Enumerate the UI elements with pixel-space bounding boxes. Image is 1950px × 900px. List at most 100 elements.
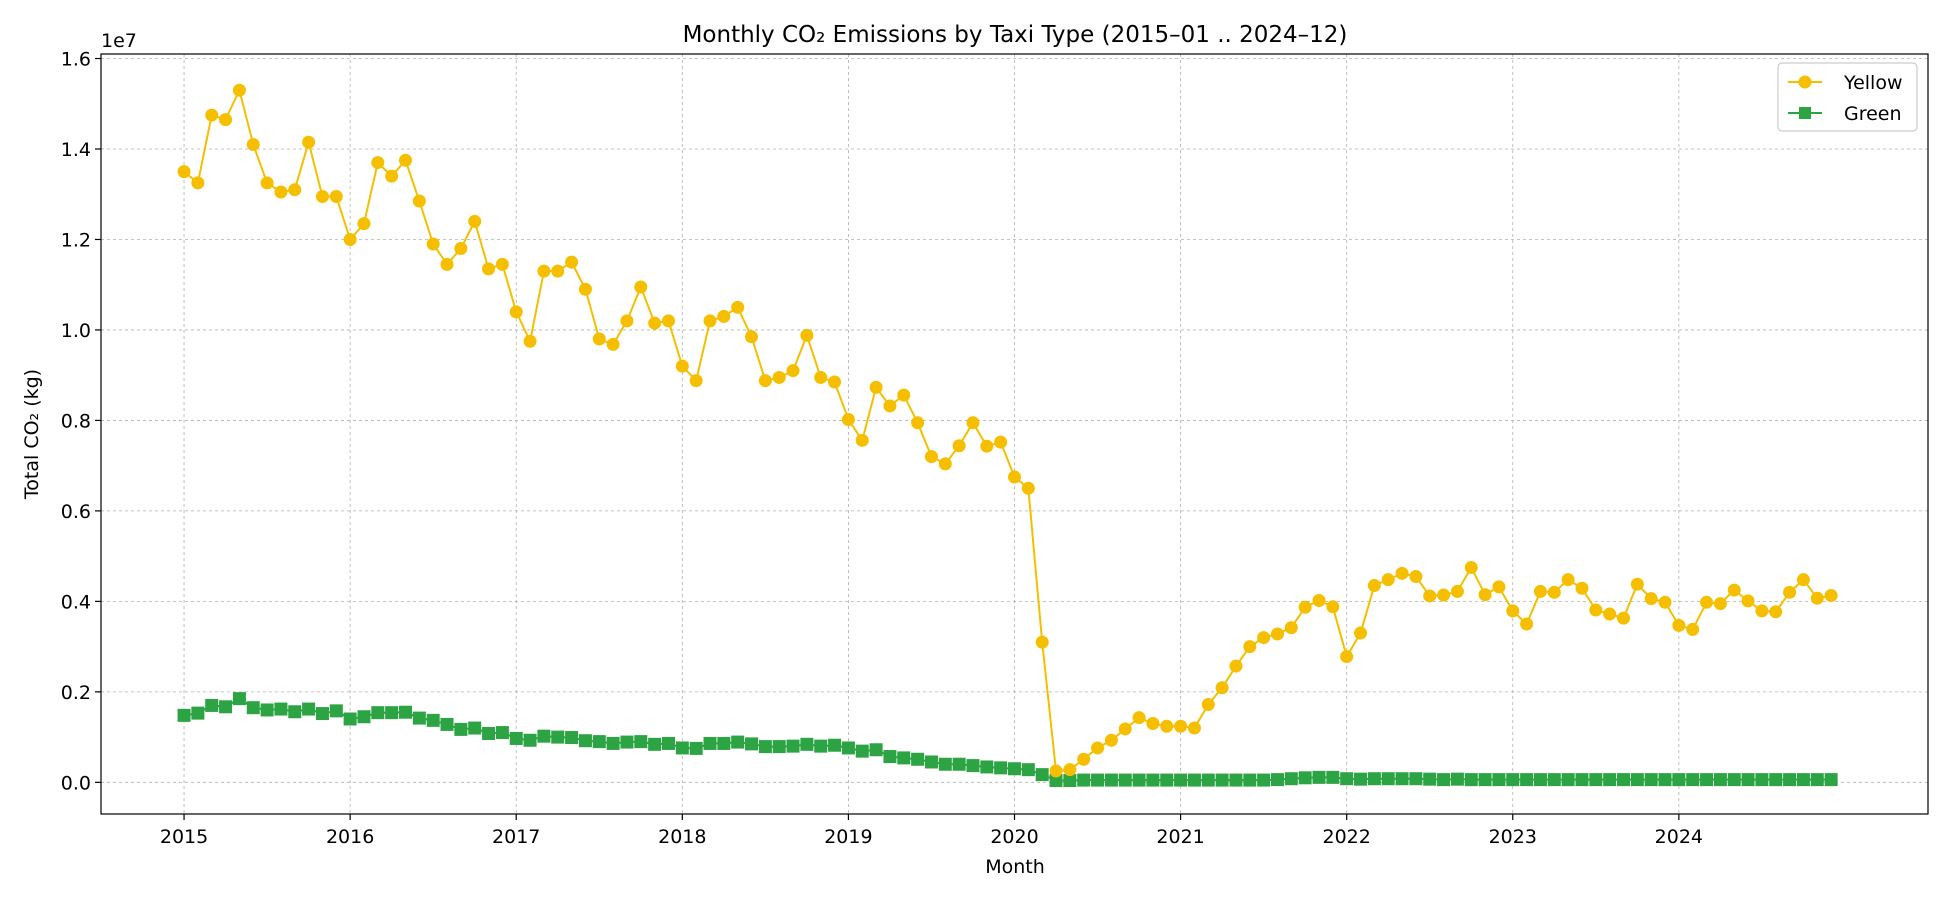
data-point-green [232, 692, 246, 706]
data-point-yellow [703, 314, 717, 328]
data-point-yellow [219, 113, 233, 127]
data-point-green [592, 735, 606, 749]
data-point-yellow [565, 255, 579, 269]
data-point-yellow [399, 153, 412, 167]
y-tick-label: 0.0 [61, 772, 91, 794]
data-point-yellow [841, 413, 855, 427]
data-point-yellow [1257, 631, 1271, 645]
data-point-yellow [911, 416, 925, 430]
data-point-green [1104, 773, 1118, 787]
data-point-yellow [634, 280, 648, 294]
data-point-green [966, 759, 980, 773]
data-point-green [911, 752, 925, 766]
data-point-yellow [1104, 733, 1118, 747]
data-point-green [786, 739, 800, 753]
x-axis: 2015 2016 2017 2018 2019 2020 2021 2022 2023 2024 [160, 814, 1703, 848]
y-tick-label: 0.4 [61, 591, 91, 613]
data-point-green [1049, 774, 1063, 788]
data-point-green [1464, 773, 1478, 787]
y-offset-label: 1e7 [101, 30, 137, 52]
legend-yellow-label: Yellow [1843, 72, 1903, 94]
data-point-yellow [800, 328, 814, 342]
data-point-yellow [1769, 605, 1783, 619]
data-point-green [620, 735, 634, 749]
data-point-green [1021, 763, 1035, 777]
data-point-yellow [786, 364, 800, 378]
data-point-green [1437, 773, 1451, 787]
data-point-yellow [1686, 622, 1700, 636]
data-point-yellow [1603, 607, 1617, 621]
data-point-green [855, 744, 869, 758]
data-point-yellow [1270, 627, 1284, 641]
data-point-green [1312, 770, 1326, 784]
data-point-green [980, 760, 994, 774]
data-point-green [1575, 773, 1589, 787]
data-point-green [578, 734, 592, 748]
data-point-yellow [1174, 719, 1188, 733]
data-point-green [689, 741, 703, 755]
data-point-yellow [1146, 717, 1160, 731]
y-axis: 0.0 0.2 0.4 0.6 0.8 1.0 1.2 1.4 1.6 [61, 49, 101, 794]
data-point-yellow [952, 439, 966, 453]
data-point-yellow [675, 359, 689, 373]
data-point-green [731, 735, 745, 749]
data-point-yellow [426, 237, 440, 251]
data-point-yellow [205, 108, 219, 122]
legend-yellow-marker [1798, 75, 1812, 89]
data-point-green [1810, 773, 1824, 787]
data-point-green [1284, 772, 1298, 786]
x-tick-label: 2017 [492, 826, 540, 848]
data-point-green [1367, 772, 1381, 786]
data-point-yellow [357, 217, 371, 231]
data-point-yellow [1658, 595, 1672, 609]
data-point-green [1146, 773, 1160, 787]
data-point-yellow [329, 190, 343, 203]
x-tick-label: 2020 [990, 826, 1038, 848]
data-point-yellow [869, 380, 883, 394]
data-point-green [717, 736, 731, 750]
data-point-yellow [1160, 719, 1174, 733]
data-point-yellow [578, 282, 592, 296]
data-point-green [1755, 773, 1769, 787]
data-point-yellow [385, 169, 399, 183]
data-point-yellow [1575, 581, 1589, 595]
legend-green-label: Green [1844, 103, 1902, 125]
data-point-yellow [440, 257, 454, 271]
data-point-green [329, 704, 343, 718]
data-point-green [1617, 773, 1630, 787]
data-point-yellow [1464, 560, 1478, 574]
legend: Yellow Green [1777, 62, 1918, 132]
data-point-green [537, 729, 551, 743]
series-green [177, 692, 1838, 788]
data-point-green [1243, 773, 1257, 787]
data-point-green [1077, 773, 1091, 787]
data-point-green [1520, 773, 1534, 787]
x-tick-label: 2015 [160, 826, 208, 848]
data-point-green [1298, 771, 1312, 785]
data-point-yellow [1492, 580, 1506, 594]
data-point-green [482, 726, 496, 740]
data-point-yellow [661, 314, 675, 328]
data-point-green [343, 712, 357, 726]
data-point-green [841, 741, 855, 755]
legend-green-marker [1799, 107, 1811, 119]
data-point-green [1533, 773, 1547, 787]
data-point-yellow [482, 262, 496, 276]
x-tick-label: 2016 [326, 826, 374, 848]
data-point-yellow [1783, 585, 1797, 599]
data-point-green [1630, 773, 1644, 787]
data-point-yellow [1561, 573, 1575, 587]
chart-title: Monthly CO₂ Emissions by Taxi Type (2015… [683, 22, 1348, 48]
data-point-green [800, 737, 814, 751]
data-point-yellow [232, 83, 246, 97]
data-point-green [1340, 772, 1354, 786]
data-point-green [1160, 773, 1174, 787]
data-point-yellow [1381, 573, 1395, 587]
data-point-yellow [1132, 711, 1146, 725]
data-point-green [288, 705, 302, 719]
data-point-green [1257, 773, 1271, 787]
data-point-yellow [1229, 659, 1243, 673]
y-axis-label: Total CO₂ (kg) [21, 369, 43, 500]
data-point-green [1174, 773, 1188, 787]
